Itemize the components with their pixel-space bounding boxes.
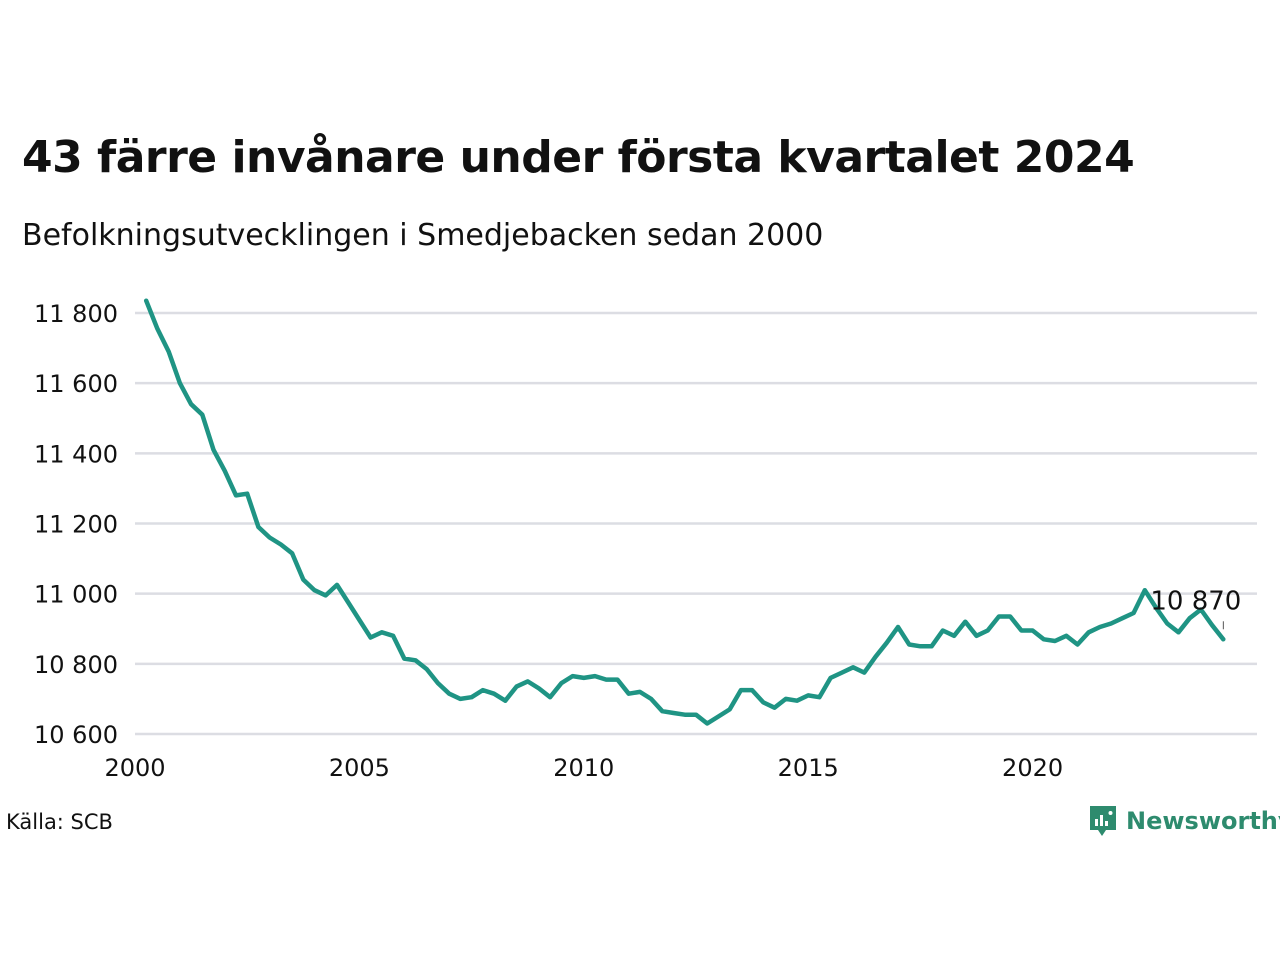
y-tick-label: 10 600 xyxy=(34,721,118,749)
chart-title: 43 färre invånare under första kvartalet… xyxy=(22,132,1135,183)
newsworthy-logo-icon xyxy=(1090,806,1116,836)
chart-subtitle: Befolkningsutvecklingen i Smedjebacken s… xyxy=(22,218,824,253)
grid-lines xyxy=(135,311,1257,736)
x-tick-label: 2000 xyxy=(104,754,165,782)
source-note: Källa: SCB xyxy=(6,810,113,834)
newsworthy-brand: Newsworthy xyxy=(1088,804,1280,838)
end-value-label: 10 870 xyxy=(1150,586,1241,616)
y-tick-label: 11 800 xyxy=(34,300,118,328)
brand-name: Newsworthy xyxy=(1126,807,1280,835)
x-axis-ticks: 2000 2005 2010 2015 2020 xyxy=(104,754,1063,782)
y-axis-ticks: 10 600 10 800 11 000 11 200 11 400 11 600 11 8… xyxy=(34,300,118,749)
y-tick-label: 11 200 xyxy=(34,511,118,539)
x-tick-label: 2010 xyxy=(553,754,614,782)
population-line xyxy=(143,298,1226,726)
x-tick-label: 2005 xyxy=(329,754,390,782)
y-tick-label: 10 800 xyxy=(34,651,118,679)
x-tick-label: 2015 xyxy=(778,754,839,782)
y-tick-label: 11 400 xyxy=(34,440,118,468)
y-tick-label: 11 000 xyxy=(34,581,118,609)
y-tick-label: 11 600 xyxy=(34,370,118,398)
x-tick-label: 2020 xyxy=(1002,754,1063,782)
